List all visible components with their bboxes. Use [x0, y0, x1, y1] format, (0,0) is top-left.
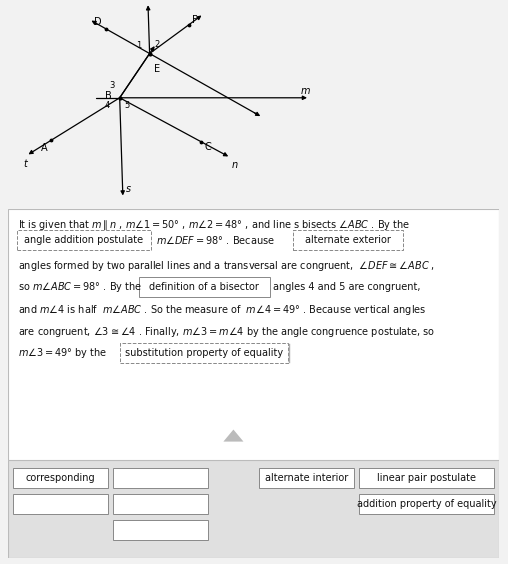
FancyBboxPatch shape — [17, 230, 151, 250]
Text: 2: 2 — [154, 41, 160, 50]
Text: corresponding: corresponding — [25, 473, 95, 483]
Bar — [113, 494, 208, 514]
Text: D: D — [93, 17, 101, 27]
Text: $m\angle DEF = 98°$ . Because: $m\angle DEF = 98°$ . Because — [156, 234, 275, 246]
Text: and $m\angle4$ is half  $m\angle ABC$ . So the measure of  $m\angle4 = 49°$ . Be: and $m\angle4$ is half $m\angle ABC$ . S… — [18, 303, 426, 317]
Text: 4: 4 — [105, 101, 110, 110]
Text: E: E — [154, 64, 161, 74]
FancyBboxPatch shape — [120, 343, 288, 363]
Text: 3: 3 — [110, 81, 115, 90]
Text: are congruent, $\angle3 \cong \angle4$ . Finally, $m\angle3 = m\angle4$ by the a: are congruent, $\angle3 \cong \angle4$ .… — [18, 325, 435, 339]
Text: 5: 5 — [124, 101, 130, 110]
Text: n: n — [232, 160, 238, 170]
Text: alternate interior: alternate interior — [265, 473, 348, 483]
Text: $m\angle3 = 49°$ by the: $m\angle3 = 49°$ by the — [18, 346, 107, 360]
Bar — [113, 468, 208, 488]
Bar — [113, 520, 208, 540]
Text: alternate exterior: alternate exterior — [305, 235, 391, 245]
Text: t: t — [23, 158, 27, 169]
FancyBboxPatch shape — [293, 230, 403, 250]
Bar — [259, 468, 354, 488]
Bar — [13, 468, 108, 488]
Text: F: F — [192, 15, 197, 25]
Polygon shape — [224, 430, 243, 442]
FancyBboxPatch shape — [139, 277, 270, 297]
Text: It is given that $m \parallel n$ , $m\angle1 = 50°$ , $m\angle2 = 48°$ , and lin: It is given that $m \parallel n$ , $m\an… — [18, 218, 410, 232]
Text: A: A — [42, 143, 48, 153]
Text: angles formed by two parallel lines and a transversal are congruent,  $\angle DE: angles formed by two parallel lines and … — [18, 259, 435, 273]
Text: substitution property of equality: substitution property of equality — [125, 348, 283, 358]
Text: so $m\angle ABC = 98°$ . By the: so $m\angle ABC = 98°$ . By the — [18, 280, 142, 294]
Text: C: C — [204, 142, 211, 152]
Bar — [13, 494, 108, 514]
Text: addition property of equality: addition property of equality — [357, 499, 496, 509]
Text: B: B — [105, 91, 112, 101]
Bar — [359, 494, 494, 514]
Text: s: s — [126, 183, 131, 193]
Bar — [359, 468, 494, 488]
Text: m: m — [301, 86, 310, 96]
Text: angle addition postulate: angle addition postulate — [24, 235, 143, 245]
Text: 1: 1 — [137, 41, 142, 50]
Text: linear pair postulate: linear pair postulate — [377, 473, 476, 483]
Text: definition of a bisector: definition of a bisector — [149, 282, 259, 292]
Text: angles 4 and 5 are congruent,: angles 4 and 5 are congruent, — [273, 282, 420, 292]
